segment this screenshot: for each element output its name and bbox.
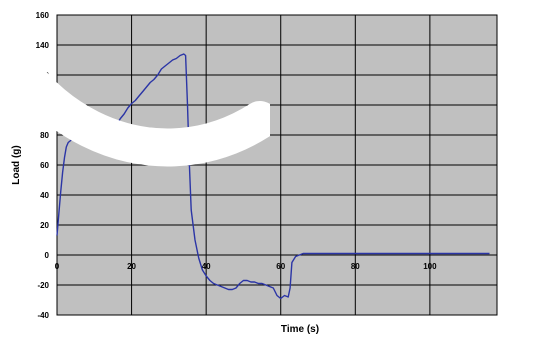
y-tick-label: -20 <box>37 281 49 290</box>
y-axis-title: Load (g) <box>11 145 22 184</box>
x-tick-label: 20 <box>127 262 136 271</box>
y-tick-label: 100 <box>36 101 50 110</box>
y-tick-labels: -40 -20 0 20 40 60 80 100 120 140 160 <box>36 11 50 320</box>
x-tick-label: 60 <box>276 262 285 271</box>
x-tick-label: 0 <box>55 262 60 271</box>
y-tick-label: 40 <box>40 191 49 200</box>
x-tick-label: 80 <box>351 262 360 271</box>
y-tick-label: 20 <box>40 221 49 230</box>
y-tick-label: 80 <box>40 131 49 140</box>
x-axis-title: Time (s) <box>281 324 319 335</box>
y-tick-label: 160 <box>36 11 50 20</box>
y-tick-label: 60 <box>40 161 49 170</box>
x-tick-label: 40 <box>202 262 211 271</box>
x-tick-label: 100 <box>423 262 437 271</box>
y-tick-label: 0 <box>45 251 50 260</box>
x-tick-labels: 0 20 40 60 80 100 <box>55 262 437 271</box>
y-tick-label: -40 <box>37 311 49 320</box>
y-tick-label: 140 <box>36 41 50 50</box>
y-tick-label: 120 <box>36 71 50 80</box>
